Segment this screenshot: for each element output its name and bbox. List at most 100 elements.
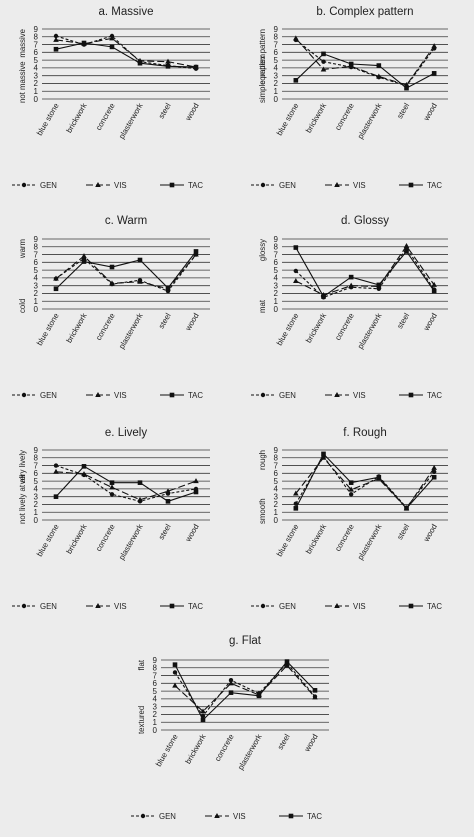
x-category-label: blue stone <box>275 523 301 559</box>
marker-gen-0 <box>53 33 59 39</box>
marker-legend-tac-0 <box>288 813 294 819</box>
x-category-label: concrete <box>94 523 117 553</box>
y-tick-label: 1 <box>34 297 39 306</box>
y-label-top: glossy <box>258 239 267 261</box>
y-tick-label: 8 <box>274 33 279 42</box>
x-category-label: blue stone <box>154 733 180 769</box>
y-tick-label: 1 <box>274 297 279 306</box>
y-tick-label: 4 <box>34 274 39 283</box>
marker-tac-3 <box>376 63 382 68</box>
legend-label-gen: GEN <box>159 812 176 821</box>
x-category-label: brickwork <box>183 732 207 765</box>
marker-tac-4 <box>165 499 171 504</box>
x-category-label: brickwork <box>304 311 328 344</box>
x-category-label: brickwork <box>304 522 328 555</box>
series-line-vis <box>55 254 197 290</box>
y-label-bottom: not massive <box>18 61 27 103</box>
y-tick-label: 8 <box>34 243 39 252</box>
y-tick-label: 4 <box>153 695 158 704</box>
y-tick-label: 3 <box>153 702 158 711</box>
x-category-label: steel <box>157 522 173 541</box>
legend-label-tac: TAC <box>188 391 203 400</box>
x-category-label: brickwork <box>64 101 88 134</box>
y-tick-label: 8 <box>34 33 39 42</box>
y-tick-label: 2 <box>34 289 39 298</box>
marker-tac-3 <box>376 474 382 480</box>
marker-tac-4 <box>404 506 409 511</box>
y-tick-label: 9 <box>153 656 158 665</box>
y-tick-label: 6 <box>153 679 158 688</box>
marker-legend-tac-0 <box>169 182 175 188</box>
marker-tac-2 <box>228 690 234 695</box>
series-line-gen <box>295 247 435 298</box>
marker-legend-gen-0 <box>140 813 146 819</box>
marker-legend-vis-0 <box>95 392 101 397</box>
marker-tac-5 <box>431 71 437 76</box>
marker-legend-gen-0 <box>21 182 27 188</box>
series-line-vis <box>295 456 435 510</box>
legend-label-gen: GEN <box>279 181 296 190</box>
marker-tac-3 <box>137 480 143 485</box>
marker-legend-gen-0 <box>260 392 266 398</box>
x-category-label: plasterwork <box>117 522 145 561</box>
y-tick-label: 2 <box>34 79 39 88</box>
marker-tac-5 <box>193 249 199 254</box>
y-tick-label: 7 <box>34 461 39 470</box>
marker-vis-2 <box>348 282 354 288</box>
chart-title: b. Complex pattern <box>316 6 413 18</box>
marker-vis-2 <box>228 680 234 686</box>
chart-title: a. Massive <box>99 6 154 18</box>
series-line-tac <box>55 42 197 68</box>
series-line-gen <box>174 662 316 717</box>
marker-vis-5 <box>431 281 437 287</box>
marker-legend-tac-0 <box>408 182 414 188</box>
legend-label-tac: TAC <box>188 602 203 611</box>
x-category-label: steel <box>395 311 411 330</box>
marker-gen-0 <box>293 268 299 274</box>
y-tick-label: 0 <box>153 726 158 735</box>
y-tick-label: 5 <box>274 266 279 275</box>
x-category-label: blue stone <box>275 102 301 138</box>
marker-gen-2 <box>109 492 115 497</box>
marker-legend-tac-0 <box>408 603 414 609</box>
marker-vis-0 <box>293 35 299 41</box>
y-label-top: rough <box>258 450 267 470</box>
marker-tac-0 <box>53 46 59 52</box>
legend-label-vis: VIS <box>114 602 127 611</box>
legend-label-vis: VIS <box>233 812 246 821</box>
x-category-label: wood <box>421 102 439 124</box>
x-category-label: plasterwork <box>117 311 145 350</box>
marker-tac-5 <box>193 489 199 495</box>
series-line-tac <box>295 247 435 298</box>
y-tick-label: 3 <box>34 281 39 290</box>
y-tick-label: 1 <box>34 87 39 96</box>
marker-vis-2 <box>109 280 115 286</box>
y-tick-label: 6 <box>274 48 279 57</box>
y-tick-label: 6 <box>274 469 279 478</box>
y-tick-label: 6 <box>274 258 279 267</box>
y-tick-label: 4 <box>274 64 279 73</box>
y-label-top: complex pattern <box>258 29 267 84</box>
legend-label-vis: VIS <box>353 391 366 400</box>
x-category-label: steel <box>395 101 411 120</box>
y-tick-label: 6 <box>34 469 39 478</box>
x-category-label: steel <box>395 522 411 541</box>
legend-label-tac: TAC <box>188 181 203 190</box>
marker-tac-2 <box>348 480 354 485</box>
marker-vis-1 <box>200 708 206 714</box>
y-tick-label: 6 <box>34 48 39 57</box>
y-tick-label: 9 <box>274 235 279 244</box>
x-category-label: steel <box>157 311 173 330</box>
x-category-label: blue stone <box>35 312 61 348</box>
marker-vis-3 <box>376 73 382 79</box>
y-tick-label: 8 <box>274 243 279 252</box>
x-category-label: brickwork <box>304 101 328 134</box>
y-tick-label: 8 <box>34 454 39 463</box>
marker-vis-1 <box>81 253 87 259</box>
marker-tac-4 <box>284 659 290 664</box>
marker-vis-4 <box>284 662 290 668</box>
y-tick-label: 3 <box>34 492 39 501</box>
